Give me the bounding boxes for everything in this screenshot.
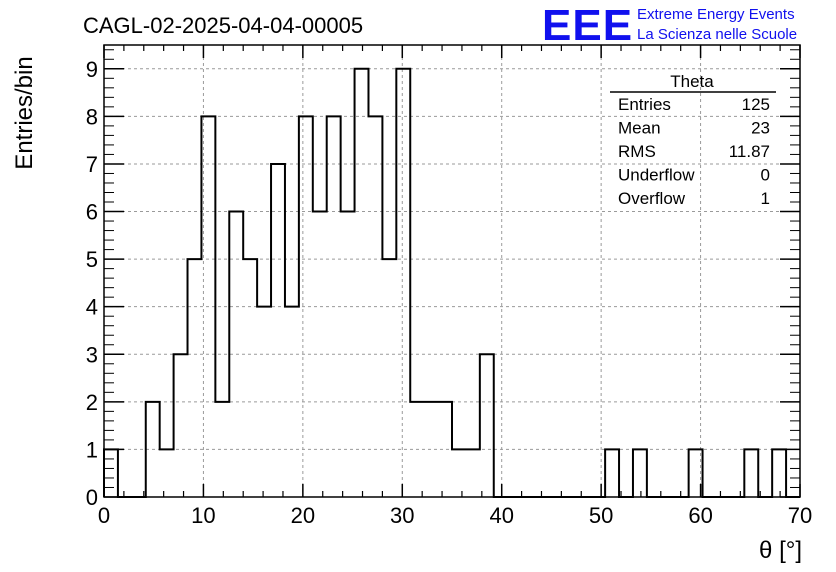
- histogram-bin: [188, 259, 202, 497]
- y-tick-label: 7: [86, 152, 98, 177]
- x-tick-label: 20: [291, 503, 315, 528]
- stats-rows: Entries 125 Mean 23 RMS 11.87 Underflow 0 Overfl…: [618, 95, 770, 208]
- stats-label: RMS: [618, 142, 656, 161]
- histogram-bin: [452, 449, 466, 497]
- histogram-bin: [215, 402, 229, 497]
- x-tick-label: 10: [191, 503, 215, 528]
- histogram-bin: [480, 354, 494, 497]
- histogram-bin: [174, 354, 188, 497]
- y-tick-label: 1: [86, 437, 98, 462]
- eee-logo: EEE Extreme Energy Events La Scienza nel…: [542, 1, 797, 50]
- stats-title: Theta: [670, 72, 714, 91]
- histogram-bin: [271, 164, 285, 497]
- histogram-bin: [355, 69, 369, 497]
- histogram-bin: [104, 449, 118, 497]
- plot-frame: [103, 44, 801, 498]
- histogram-bin: [605, 449, 619, 497]
- y-tick-label: 2: [86, 390, 98, 415]
- y-tick-label: 4: [86, 295, 98, 320]
- y-tick-label: 0: [86, 485, 98, 510]
- x-tick-label: 40: [489, 503, 513, 528]
- histogram-bin: [396, 69, 410, 497]
- stats-value: 125: [742, 95, 770, 114]
- histogram-bin: [772, 449, 786, 497]
- stats-label: Mean: [618, 119, 661, 138]
- stats-value: 11.87: [729, 142, 770, 161]
- x-tick-label: 70: [788, 503, 812, 528]
- x-axis-label: θ [°]: [759, 537, 802, 564]
- histogram-bin: [243, 259, 257, 497]
- logo-line2: La Scienza nelle Scuole: [637, 26, 797, 43]
- y-tick-label: 3: [86, 342, 98, 367]
- chart-title: CAGL-02-2025-04-04-00005: [83, 13, 363, 38]
- histogram-bin: [160, 449, 174, 497]
- y-tick-label: 9: [86, 57, 98, 82]
- logo-line1: Extreme Energy Events: [637, 6, 795, 23]
- stats-value: 1: [761, 189, 770, 208]
- stats-label: Underflow: [618, 166, 695, 185]
- stats-label: Entries: [618, 95, 671, 114]
- logo-mark: EEE: [542, 1, 633, 50]
- histogram-bin: [633, 449, 647, 497]
- x-tick-label: 0: [98, 503, 110, 528]
- x-tick-label: 50: [589, 503, 613, 528]
- histogram-bin: [744, 449, 758, 497]
- histogram-bin: [382, 259, 396, 497]
- x-tick-label: 60: [688, 503, 712, 528]
- stats-value: 23: [751, 119, 770, 138]
- stats-label: Overflow: [618, 189, 686, 208]
- y-axis-label: Entries/bin: [11, 56, 38, 169]
- y-tick-label: 5: [86, 247, 98, 272]
- y-tick-label: 6: [86, 200, 98, 225]
- histogram-bin: [466, 449, 480, 497]
- y-tick-label: 8: [86, 104, 98, 129]
- x-tick-label: 30: [390, 503, 414, 528]
- stats-value: 0: [761, 166, 770, 185]
- histogram-bars: [104, 69, 786, 497]
- histogram-outline: [103, 67, 800, 498]
- stats-box: Theta Entries 125 Mean 23 RMS 11.87 Underflow 0…: [610, 72, 776, 208]
